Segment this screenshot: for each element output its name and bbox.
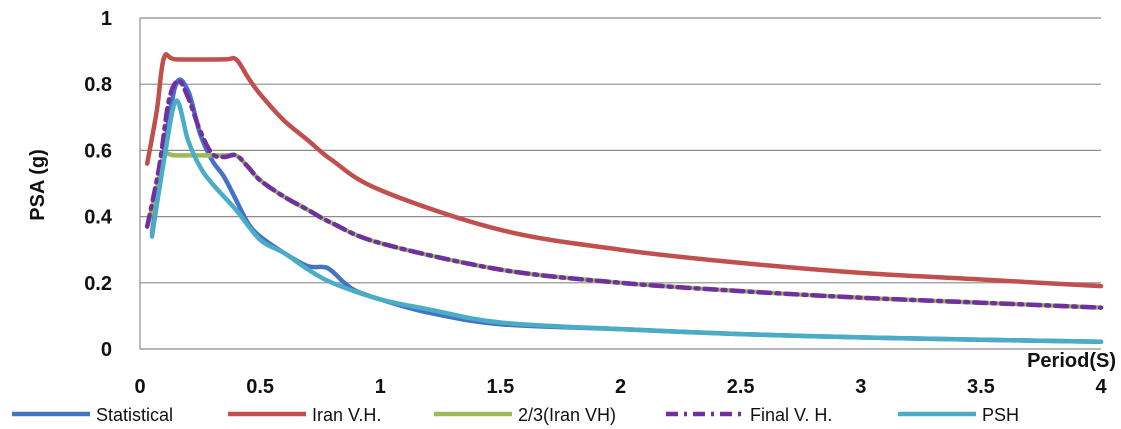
y-axis-title: PSA (g) — [27, 149, 49, 220]
y-tick-label: 0.8 — [84, 74, 112, 96]
series-line-final-v-h — [144, 78, 1104, 310]
x-tick-label: 0 — [134, 376, 145, 398]
x-tick-label: 4 — [1095, 376, 1107, 398]
legend-label-iran-v-h: Iran V.H. — [312, 405, 381, 425]
x-tick-label: 3.5 — [967, 376, 995, 398]
x-tick-label: 0.5 — [246, 376, 274, 398]
series-line-iran-v-h — [144, 52, 1104, 289]
x-tick-label: 2 — [615, 376, 626, 398]
series-layer — [144, 52, 1104, 344]
y-tick-label: 0.2 — [84, 273, 112, 295]
legend: Statistical Iran V.H. 2/3(Iran VH) Final V.… — [12, 405, 1019, 425]
legend-label-psh: PSH — [982, 405, 1019, 425]
legend-label-2-3-iran-vh: 2/3(Iran VH) — [518, 405, 616, 425]
x-tick-label: 2.5 — [727, 376, 755, 398]
y-tick-labels: 0 0.2 0.4 0.6 0.8 1 — [84, 8, 113, 361]
x-tick-label: 1.5 — [486, 376, 514, 398]
series-line-psh — [149, 98, 1104, 344]
x-axis-title: Period(S) — [1027, 350, 1116, 372]
y-tick-label: 1 — [101, 8, 112, 30]
y-tick-label: 0.4 — [84, 207, 113, 229]
grid-lines — [139, 17, 1101, 350]
x-tick-label: 3 — [855, 376, 866, 398]
y-tick-label: 0.6 — [84, 140, 112, 162]
y-tick-label: 0 — [101, 339, 112, 361]
x-tick-labels: 0 0.5 1 1.5 2 2.5 3 3.5 4 — [134, 376, 1107, 398]
legend-label-final-v-h: Final V. H. — [750, 405, 832, 425]
legend-label-statistical: Statistical — [96, 405, 173, 425]
x-tick-label: 1 — [375, 376, 386, 398]
